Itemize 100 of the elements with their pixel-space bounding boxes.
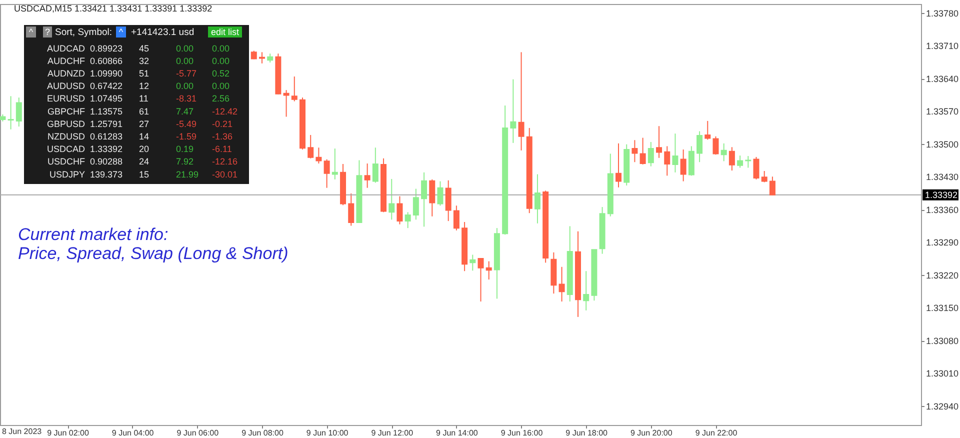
data-label: 1.09990 [90, 68, 123, 78]
data-label: 14 [139, 132, 150, 142]
candlestick [258, 52, 265, 64]
candlestick [632, 140, 638, 163]
data-label: -6.11 [212, 144, 232, 154]
y-tick-label: 1.33710 [926, 41, 959, 52]
y-tick-label: 1.33290 [926, 238, 959, 248]
data-label: 2.56 [212, 94, 230, 104]
annotation: +141423.1 usd [131, 27, 194, 38]
x-tick-label: 9 Jun 20:00 [630, 428, 673, 438]
candlestick [704, 120, 711, 140]
category-label: AUDUSD [46, 81, 86, 92]
candlestick [656, 126, 662, 158]
text: Sort, Symbol: [55, 27, 112, 38]
annotation: Price, Spread, Swap (Long & Short) [18, 244, 288, 263]
candlestick [421, 172, 428, 228]
candlestick [412, 188, 419, 220]
category-label: USDCAD [46, 144, 86, 154]
x-tick-label: 9 Jun 14:00 [436, 428, 478, 438]
data-label: -8.31 [176, 94, 197, 104]
category-label: AUDCAD [46, 43, 86, 54]
y-tick-label: 1.33430 [926, 172, 959, 182]
candlestick [429, 178, 436, 217]
annotation: Current market info: [18, 225, 168, 244]
data-label: -12.42 [212, 106, 238, 116]
candlestick [283, 90, 290, 118]
candlestick [769, 176, 776, 196]
data-label: 12 [139, 81, 150, 92]
candlestick [696, 130, 703, 163]
candlestick [753, 156, 760, 180]
data-label: 139.373 [90, 169, 123, 180]
data-label: 0.60866 [90, 56, 123, 66]
category-label: GBPCHF [47, 106, 86, 116]
category-label: AUDCHF [48, 56, 86, 66]
data-label: 0.52 [212, 68, 230, 78]
candlestick [616, 142, 622, 188]
x-tick-label: 9 Jun 10:00 [306, 428, 349, 438]
data-label: 0.89923 [90, 43, 123, 54]
candlestick [640, 137, 646, 165]
x-tick-label: 9 Jun 04:00 [112, 428, 154, 438]
data-label: -5.49 [176, 118, 197, 129]
candlestick [445, 180, 452, 222]
candlestick [308, 134, 314, 159]
data-label: -5.77 [176, 68, 197, 78]
ref-line-label: 1.33392 [925, 190, 958, 200]
y-tick-label: 1.33570 [926, 106, 959, 117]
annotation: ^ [118, 27, 124, 37]
data-label: 32 [139, 56, 150, 66]
candlestick [518, 52, 524, 151]
x-tick-label: 9 Jun 02:00 [47, 428, 90, 438]
data-label: 7.47 [176, 106, 194, 116]
y-tick-label: 1.33080 [926, 336, 959, 346]
candlestick [720, 142, 727, 162]
category-label: NZDUSD [48, 132, 86, 142]
data-label: 7.92 [176, 156, 194, 167]
data-label: 0.00 [212, 43, 230, 54]
chart-title: USDCAD,M15 1.33421 1.33431 1.33391 1.33392 [14, 4, 212, 14]
data-label: 27 [139, 118, 150, 129]
x-tick-label: 9 Jun 06:00 [176, 428, 220, 438]
category-label: USDCHF [48, 156, 86, 167]
data-label: -1.36 [212, 132, 233, 142]
data-label: 0.00 [176, 43, 194, 54]
candlestick [316, 147, 322, 164]
annotation: ? [44, 27, 50, 37]
data-label: 0.00 [176, 81, 194, 92]
candlestick [737, 155, 744, 168]
y-tick-label: 1.33640 [926, 74, 959, 84]
x-tick-label: 9 Jun 16:00 [500, 428, 544, 438]
data-label: -0.21 [212, 118, 233, 129]
data-label: -12.16 [212, 156, 238, 167]
data-label: 1.25791 [90, 118, 123, 129]
y-tick-label: 1.33500 [926, 139, 959, 150]
category-label: USDJPY [49, 169, 85, 180]
candlestick [672, 133, 678, 173]
y-tick-label: 1.32940 [926, 401, 959, 412]
candlestick [486, 260, 492, 280]
candlestick [470, 254, 476, 272]
data-label: 21.99 [176, 169, 199, 180]
candlestick [664, 146, 670, 176]
candlestick [558, 266, 565, 302]
candlestick [291, 76, 298, 102]
data-label: 51 [139, 68, 150, 78]
candlestick [16, 97, 22, 128]
y-tick-label: 1.33010 [926, 368, 959, 379]
x-tick-label: 9 Jun 08:00 [242, 428, 284, 438]
y-tick-label: 1.33360 [926, 204, 959, 215]
data-label: 61 [139, 106, 150, 116]
data-label: 0.00 [212, 56, 230, 66]
category-label: GBPUSD [46, 118, 86, 129]
candlestick [453, 205, 460, 231]
candlestick [372, 147, 378, 184]
candlestick [332, 148, 338, 180]
category-label: EURUSD [46, 94, 86, 104]
x-tick-label: 9 Jun 18:00 [566, 428, 608, 438]
data-label: -1.59 [176, 132, 197, 142]
candlestick [688, 146, 694, 176]
data-label: 0.90288 [90, 156, 123, 167]
data-label: 20 [139, 144, 150, 154]
annotation: edit list [210, 27, 240, 37]
candlestick [745, 156, 752, 168]
